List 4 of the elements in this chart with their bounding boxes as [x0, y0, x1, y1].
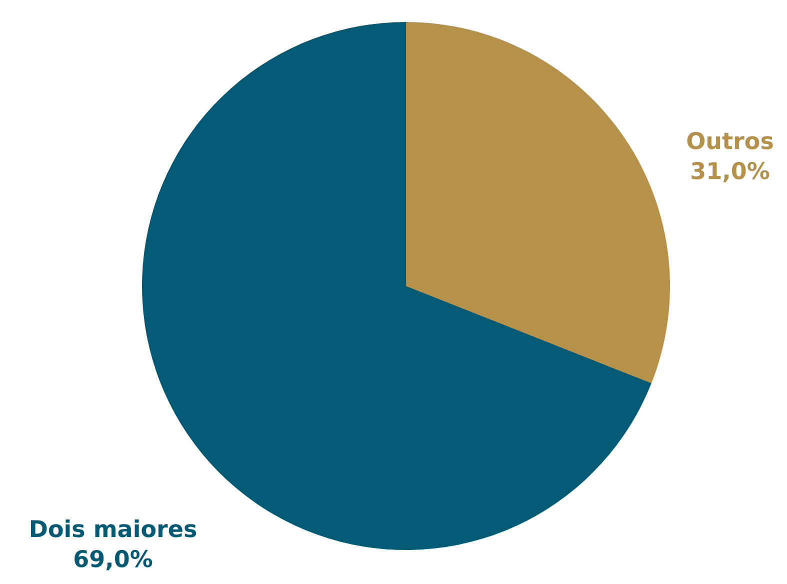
slice-label: Dois maiores: [28, 517, 198, 543]
data-label: 31,0%: [690, 159, 770, 185]
slice-label: Outros: [686, 129, 774, 155]
data-label: 69,0%: [73, 547, 153, 573]
